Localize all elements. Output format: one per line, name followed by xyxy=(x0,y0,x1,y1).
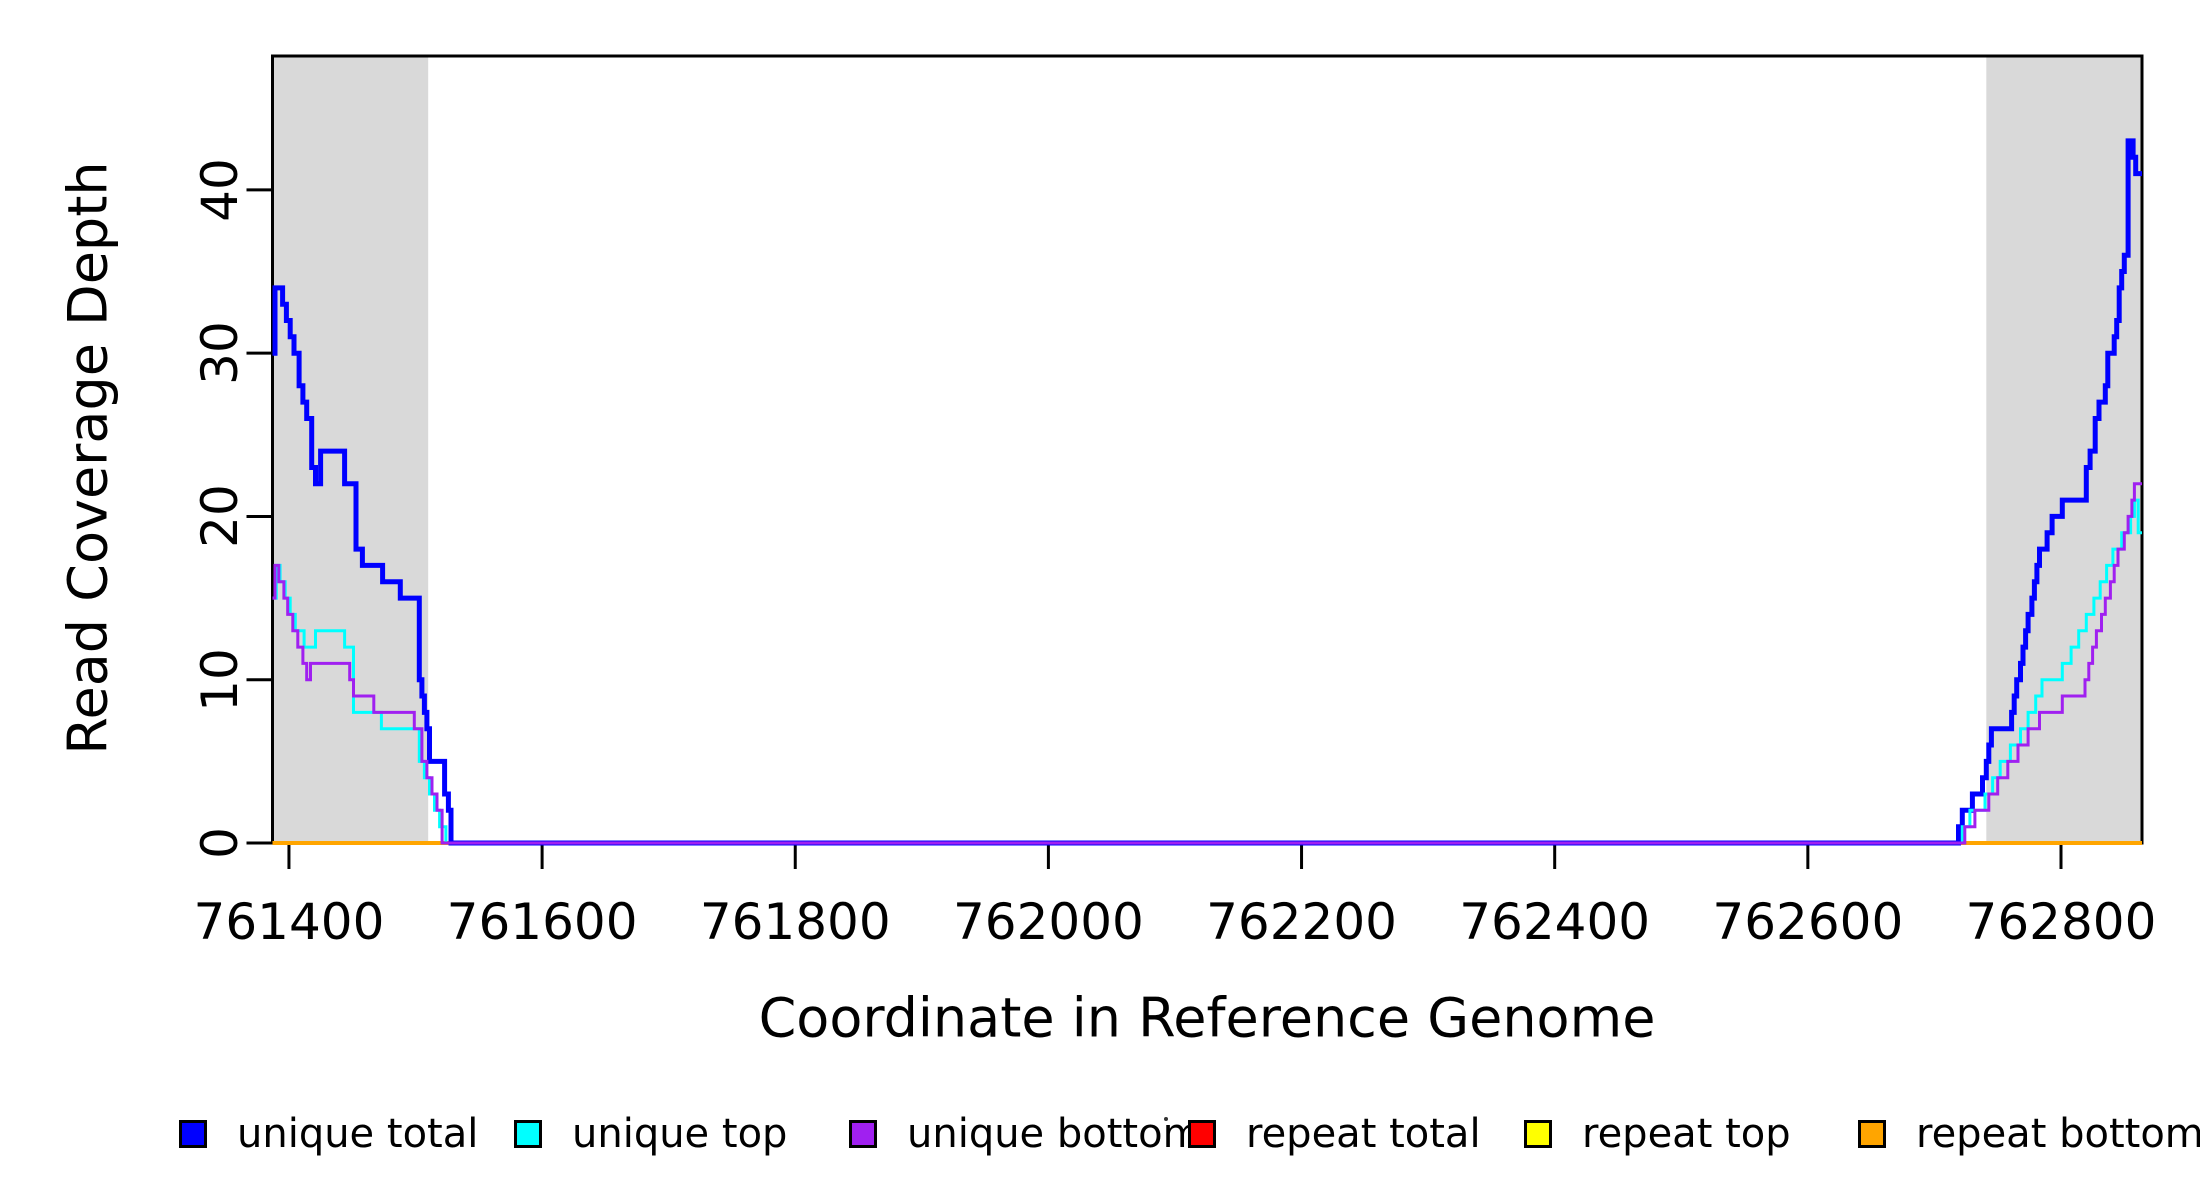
y-tick-label-40: 40 xyxy=(191,158,249,222)
y-tick-label-10: 10 xyxy=(191,647,249,712)
y-tick-label-30: 30 xyxy=(191,321,249,385)
x-tick-label-761600: 761600 xyxy=(446,893,638,951)
legend-swatch-unique-total xyxy=(179,1120,207,1148)
x-tick-label-762000: 762000 xyxy=(952,893,1144,951)
x-tick-label-762800: 762800 xyxy=(1965,893,2157,951)
stray-dot xyxy=(1164,1117,1168,1121)
plot-box xyxy=(271,54,2144,845)
series-line-unique-top xyxy=(272,498,2142,845)
legend-label: repeat total xyxy=(1246,1111,1481,1157)
legend-label: repeat bottom xyxy=(1916,1111,2200,1157)
x-tick-label-762600: 762600 xyxy=(1712,893,1904,951)
x-tick-label-762200: 762200 xyxy=(1206,893,1397,951)
x-tick-label-761800: 761800 xyxy=(699,893,891,951)
legend-swatch-repeat-total xyxy=(1188,1120,1216,1148)
legend-swatch-repeat-top xyxy=(1524,1120,1552,1148)
legend-swatch-unique-top xyxy=(514,1120,542,1148)
x-tick-label-762400: 762400 xyxy=(1459,893,1651,951)
y-axis-title: Read Coverage Depth xyxy=(56,161,120,755)
legend-item-unique-bottom: unique bottom xyxy=(849,1111,1202,1157)
legend-item-unique-total: unique total xyxy=(179,1111,479,1157)
legend-item-unique-top: unique top xyxy=(514,1111,788,1157)
legend-item-repeat-bottom: repeat bottom xyxy=(1858,1111,2200,1157)
y-tick-label-20: 20 xyxy=(191,484,249,549)
legend-label: repeat top xyxy=(1582,1111,1791,1157)
legend-label: unique total xyxy=(237,1111,479,1157)
legend-item-repeat-top: repeat top xyxy=(1524,1111,1791,1157)
x-axis-title: Coordinate in Reference Genome xyxy=(758,986,1656,1050)
legend-swatch-unique-bottom xyxy=(849,1120,877,1148)
legend-label: unique bottom xyxy=(907,1111,1202,1157)
series-line-unique-total xyxy=(272,138,2142,846)
legend-label: unique top xyxy=(572,1111,788,1157)
legend-swatch-repeat-bottom xyxy=(1858,1120,1886,1148)
x-tick-label-761400: 761400 xyxy=(193,893,385,951)
y-tick-label-0: 0 xyxy=(191,827,249,859)
shaded-region-left xyxy=(272,56,429,843)
series-line-unique-bottom xyxy=(272,482,2142,845)
legend-item-repeat-total: repeat total xyxy=(1188,1111,1481,1157)
